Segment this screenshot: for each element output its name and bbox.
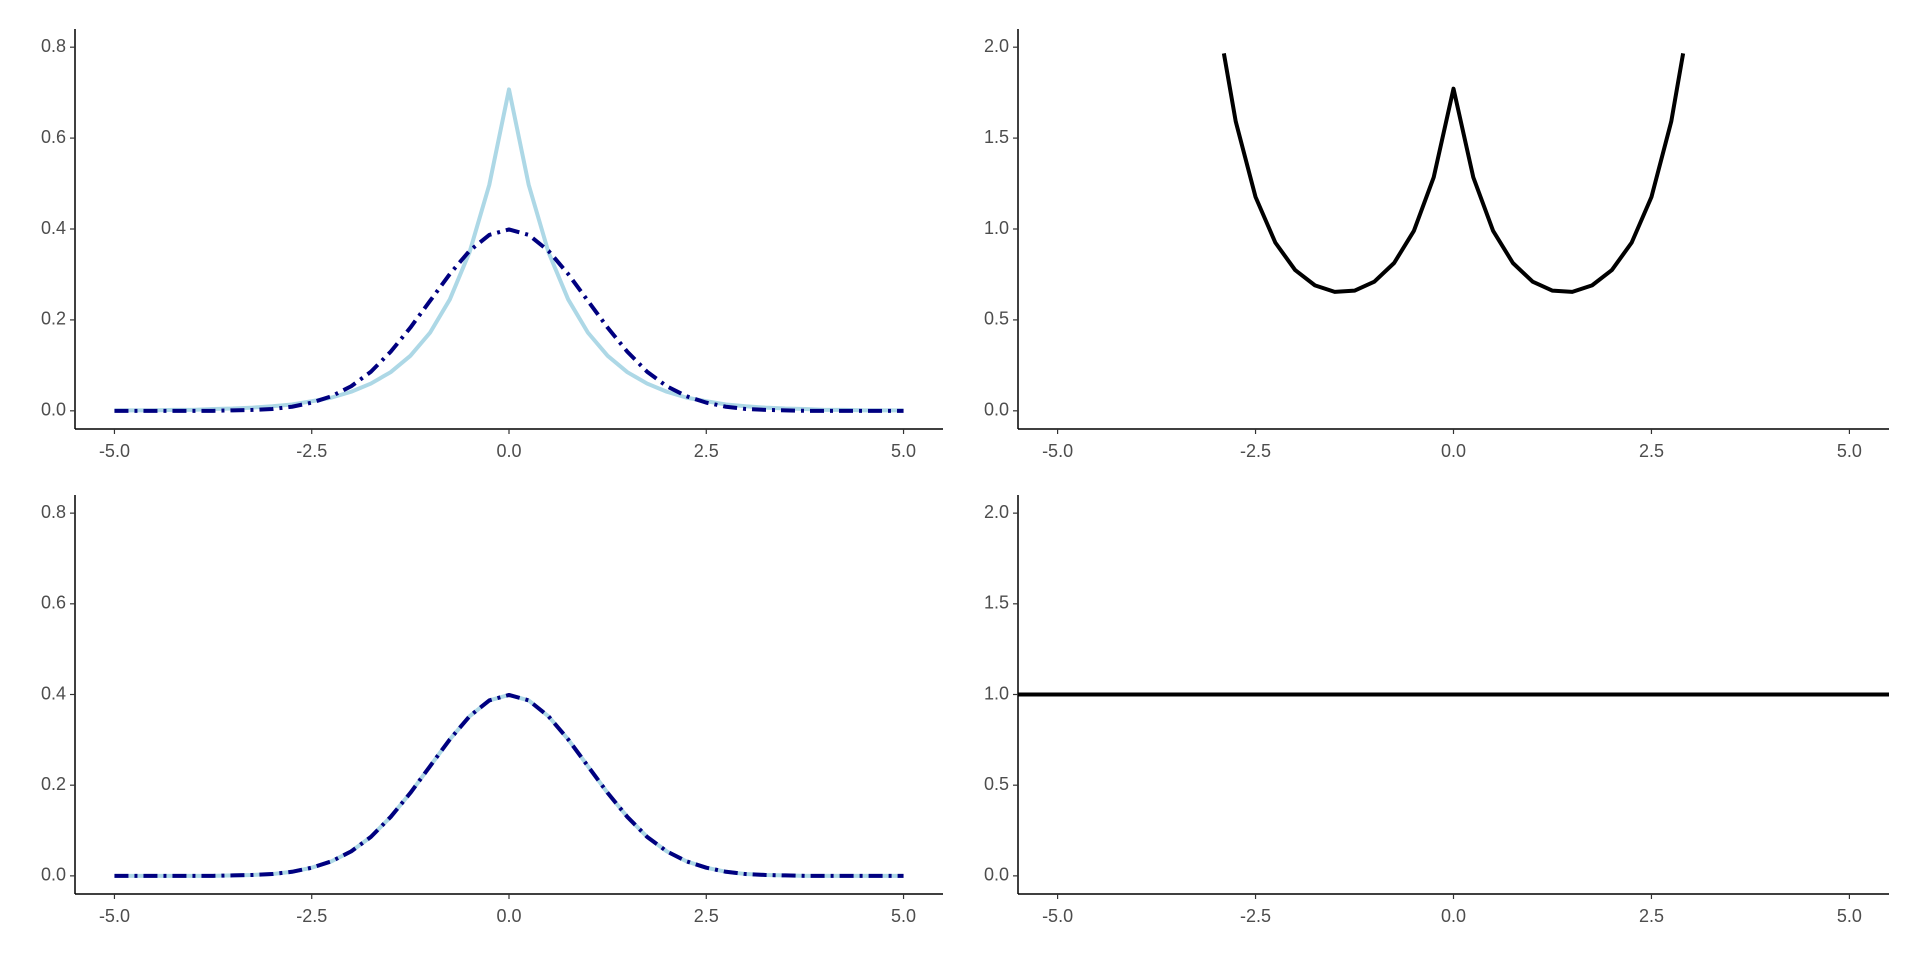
x-tick-label: -5.0	[1042, 906, 1073, 926]
y-tick-label: 2.0	[984, 502, 1009, 522]
y-tick-label: 0.2	[41, 309, 66, 329]
x-tick-label: 2.5	[694, 906, 719, 926]
x-tick-label: -2.5	[296, 441, 327, 461]
x-tick-label: 0.0	[496, 906, 521, 926]
x-tick-label: 2.5	[694, 441, 719, 461]
x-tick-label: 0.0	[1441, 441, 1466, 461]
x-tick-label: -5.0	[99, 441, 130, 461]
x-tick-label: 5.0	[891, 441, 916, 461]
x-tick-label: 0.0	[1441, 906, 1466, 926]
y-tick-label: 0.6	[41, 127, 66, 147]
x-tick-label: -2.5	[1240, 906, 1271, 926]
x-tick-label: 5.0	[1837, 906, 1862, 926]
y-tick-label: 1.0	[984, 218, 1009, 238]
x-tick-label: 0.0	[496, 441, 521, 461]
x-tick-label: -2.5	[296, 906, 327, 926]
line-series	[1221, 53, 1686, 294]
y-tick-label: 0.4	[41, 218, 66, 238]
line-series	[114, 227, 904, 413]
y-tick-label: 1.5	[984, 127, 1009, 147]
y-tick-label: 0.0	[41, 400, 66, 420]
y-tick-label: 0.6	[41, 593, 66, 613]
line-series	[114, 87, 904, 413]
y-tick-label: 0.0	[984, 865, 1009, 885]
y-tick-label: 0.2	[41, 774, 66, 794]
y-tick-label: 0.0	[41, 865, 66, 885]
x-tick-label: -5.0	[1042, 441, 1073, 461]
y-tick-label: 2.0	[984, 36, 1009, 56]
y-tick-label: 0.0	[984, 400, 1009, 420]
y-tick-label: 1.5	[984, 593, 1009, 613]
x-tick-label: 5.0	[1837, 441, 1862, 461]
x-tick-label: 2.5	[1639, 441, 1664, 461]
y-tick-label: 0.8	[41, 36, 66, 56]
y-tick-label: 0.5	[984, 774, 1009, 794]
x-tick-label: -5.0	[99, 906, 130, 926]
x-tick-label: 5.0	[891, 906, 916, 926]
line-series	[114, 692, 904, 878]
x-tick-label: 2.5	[1639, 906, 1664, 926]
y-tick-label: 0.4	[41, 683, 66, 703]
y-tick-label: 1.0	[984, 683, 1009, 703]
x-tick-label: -2.5	[1240, 441, 1271, 461]
line-series	[114, 692, 904, 878]
y-tick-label: 0.5	[984, 309, 1009, 329]
y-tick-label: 0.8	[41, 502, 66, 522]
